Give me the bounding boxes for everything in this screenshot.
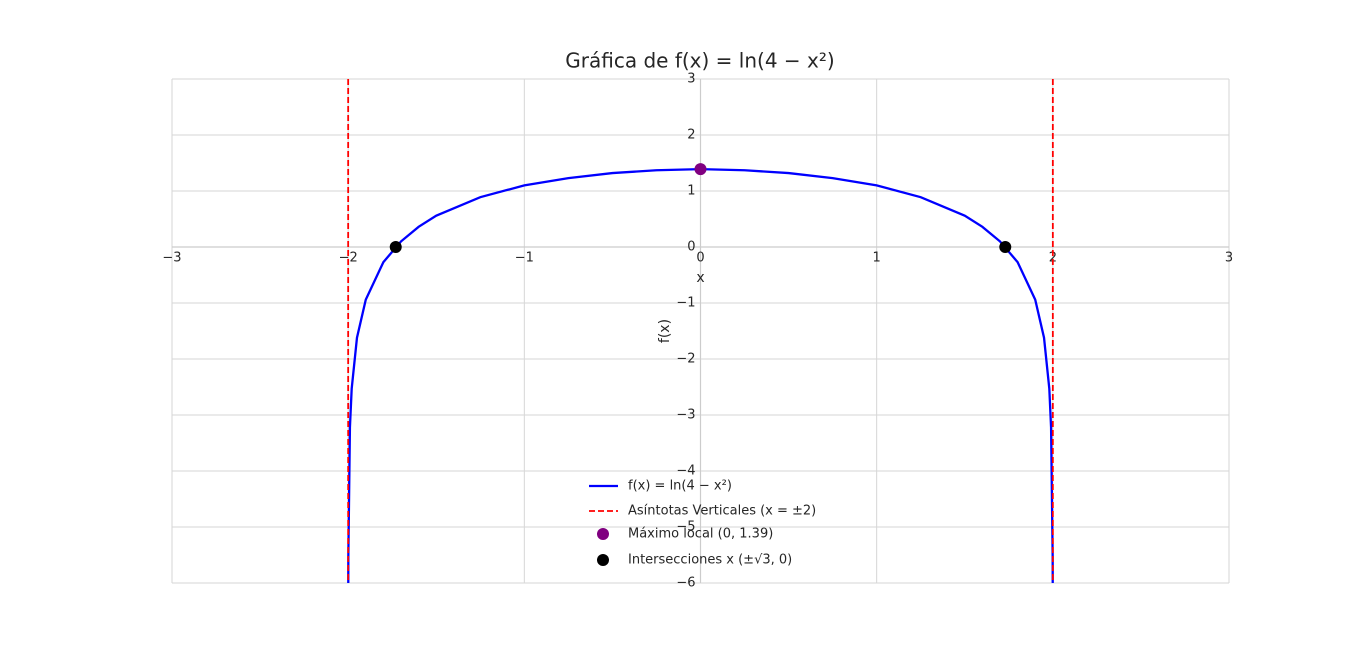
point — [389, 241, 402, 253]
x-tick-label: −3 — [162, 251, 181, 266]
chart-title: Gráfica de f(x) = ln(4 − x²) — [565, 49, 834, 73]
x-tick-label: −2 — [339, 251, 358, 266]
x-tick-label: 1 — [873, 251, 881, 266]
x-tick-label: −1 — [515, 251, 534, 266]
y-tick-label: −3 — [676, 408, 695, 423]
y-tick-label: 0 — [687, 240, 695, 255]
legend-key — [597, 528, 609, 540]
point — [694, 163, 707, 176]
legend-label: Máximo local (0, 1.39) — [628, 527, 773, 542]
legend-key — [597, 554, 609, 566]
y-tick-label: 1 — [687, 184, 695, 199]
legend-label: f(x) = ln(4 − x²) — [628, 479, 732, 494]
y-tick-label: −1 — [676, 296, 695, 311]
x-tick-label: 3 — [1225, 251, 1233, 266]
x-axis-label: x — [696, 270, 704, 286]
legend-label: Asíntotas Verticales (x = ±2) — [628, 504, 816, 519]
y-tick-label: 2 — [687, 128, 695, 143]
y-tick-label: 3 — [687, 72, 695, 87]
point — [999, 241, 1012, 253]
y-tick-label: −4 — [676, 464, 695, 479]
x-tick-label: 2 — [1049, 251, 1057, 266]
y-tick-label: −2 — [676, 352, 695, 367]
y-tick-label: −6 — [676, 576, 695, 591]
legend-label: Intersecciones x (±√3, 0) — [628, 553, 792, 568]
y-axis-label: f(x) — [657, 319, 673, 343]
y-tick-label: −5 — [676, 520, 695, 535]
x-tick-label: 0 — [696, 251, 704, 266]
